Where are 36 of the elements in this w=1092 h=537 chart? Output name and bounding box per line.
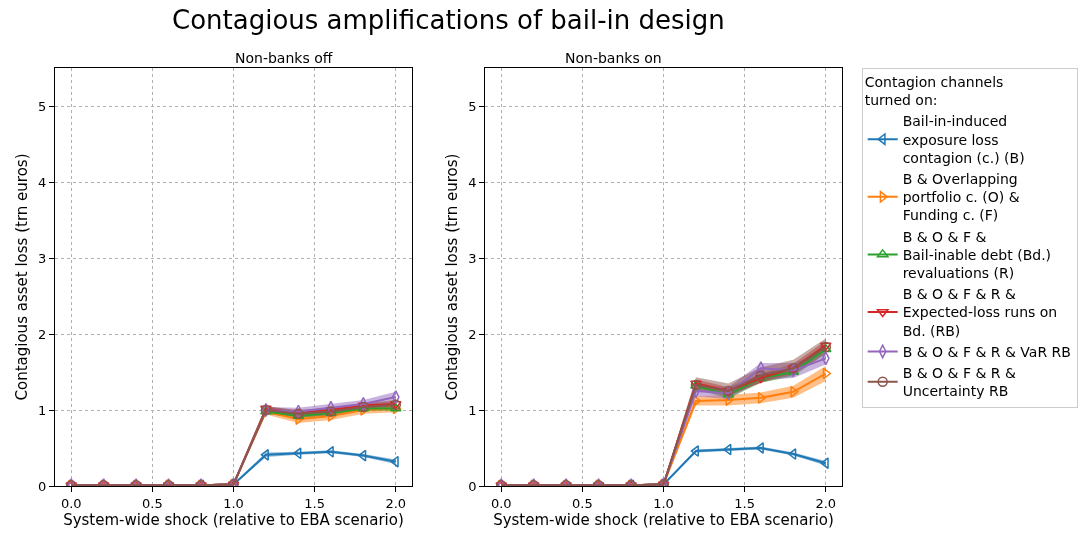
y-tick-label: 4 xyxy=(468,174,477,190)
y-tick-label: 2 xyxy=(468,326,477,342)
legend-label: B & Overlapping portfolio c. (O) & Funding c. (F) xyxy=(902,171,1020,224)
legend-label: B & O & F & R & Expected-loss runs on Bd. (RB) xyxy=(902,286,1058,339)
y-tick-label: 4 xyxy=(38,174,47,190)
y-tick-label: 1 xyxy=(468,402,477,418)
x-tick-label: 2.0 xyxy=(815,495,837,511)
chart-title: Contagious amplifications of bail-in design xyxy=(172,5,725,35)
x-tick-label: 2.0 xyxy=(385,495,407,511)
x-tick-label: 1.0 xyxy=(223,495,244,511)
x-tick-label: 0.0 xyxy=(490,495,512,511)
legend-label: B & O & F & R & Uncertainty RB xyxy=(902,365,1016,400)
y-tick-label: 3 xyxy=(38,250,47,266)
x-tick-label: 0.5 xyxy=(142,495,163,511)
x-axis-title: System-wide shock (relative to EBA scenario) xyxy=(493,510,834,529)
y-tick-label: 0 xyxy=(38,478,47,494)
y-tick-label: 1 xyxy=(38,402,47,418)
x-axis-title: System-wide shock (relative to EBA scenario) xyxy=(63,510,404,529)
y-tick-label: 3 xyxy=(468,250,477,266)
legend-label: B & O & F & Bail-inable debt (Bd.) revaluations (R) xyxy=(902,228,1052,282)
y-tick-label: 0 xyxy=(468,478,477,494)
chart-subtitle: Non-banks off xyxy=(235,50,333,66)
x-tick-label: 1.0 xyxy=(653,495,674,511)
x-tick-label: 0.0 xyxy=(60,495,82,511)
y-axis-title: Contagious asset loss (trn euros) xyxy=(443,153,462,401)
x-tick-label: 1.5 xyxy=(304,495,325,511)
legend-label: B & O & F & R & VaR RB xyxy=(902,343,1071,360)
y-tick-label: 5 xyxy=(38,98,47,114)
chart-subtitle: Non-banks on xyxy=(565,50,662,66)
x-tick-label: 1.5 xyxy=(734,495,755,511)
y-tick-label: 2 xyxy=(38,326,47,342)
x-tick-label: 0.5 xyxy=(572,495,593,511)
legend-title: Contagion channels turned on: xyxy=(864,74,1004,109)
y-axis-title: Contagious asset loss (trn euros) xyxy=(13,153,32,401)
legend-label: Bail-in-induced exposure loss contagion (c.) (B) xyxy=(902,113,1025,166)
y-tick-label: 5 xyxy=(468,98,477,114)
